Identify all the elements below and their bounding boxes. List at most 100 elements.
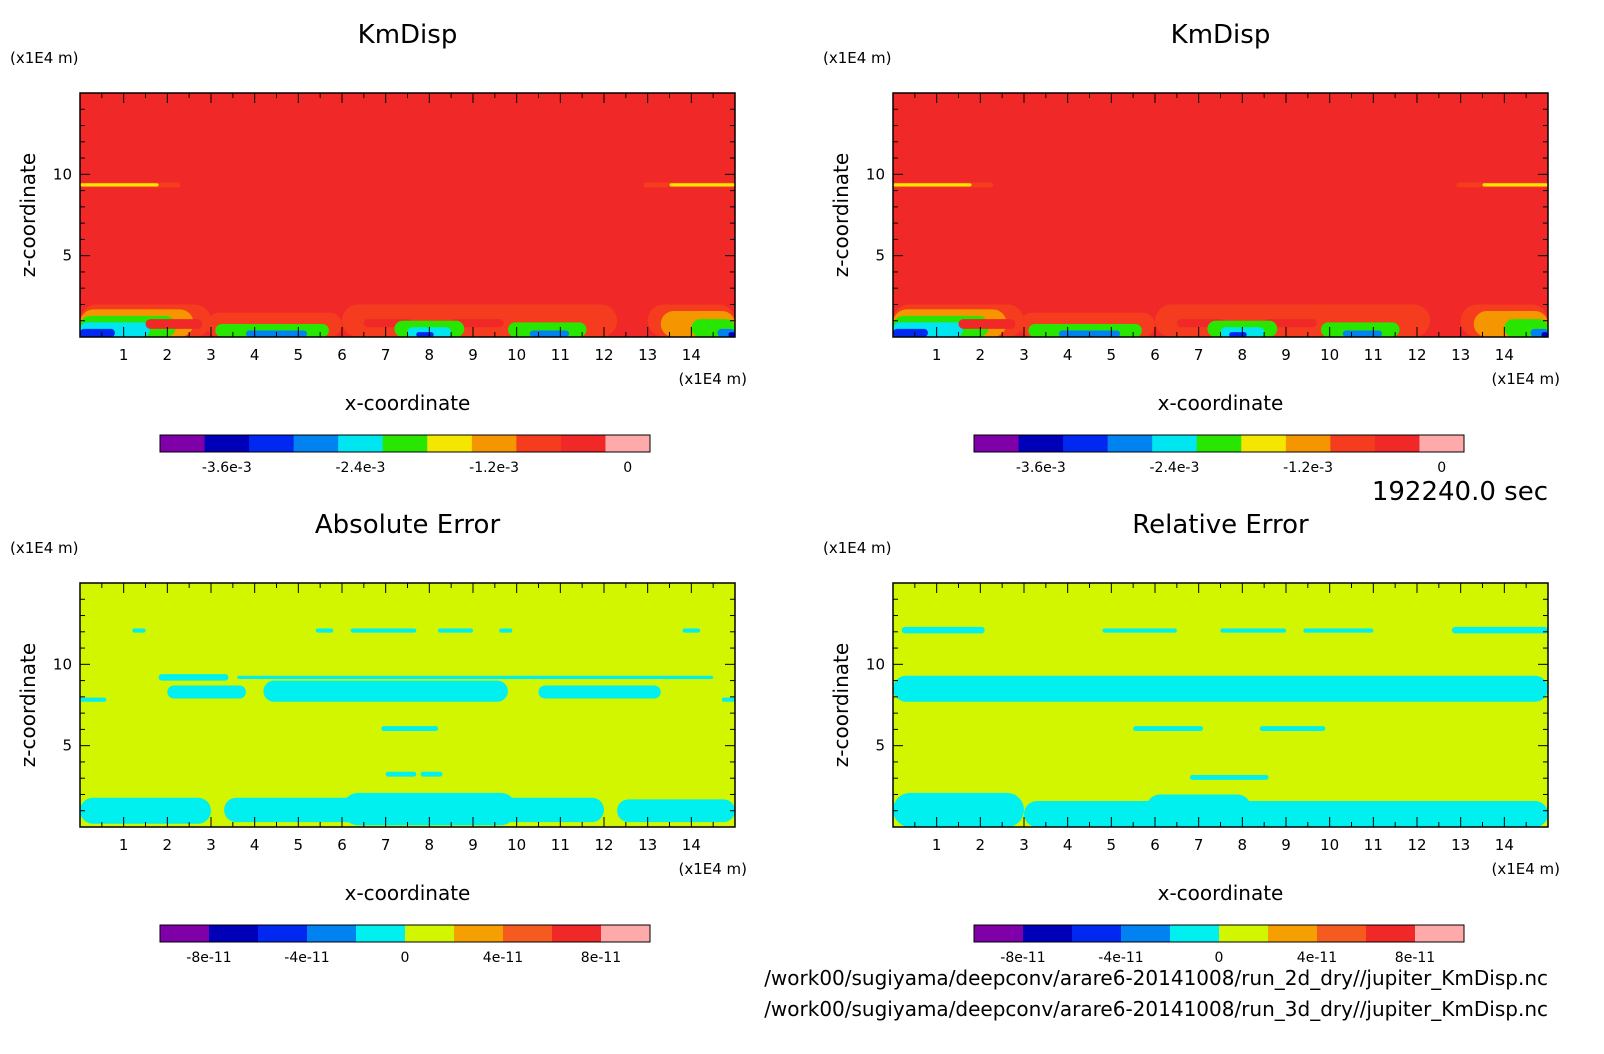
colorbar-swatch [1219, 925, 1269, 942]
x-tick-label: 12 [1407, 346, 1426, 364]
y-tick-label: 5 [62, 737, 72, 755]
x-tick-label: 1 [932, 836, 942, 854]
x-tick-label: 11 [551, 346, 570, 364]
x-tick-label: 5 [294, 346, 304, 364]
x-tick-label: 14 [1495, 346, 1514, 364]
colorbar-swatch [1107, 435, 1153, 452]
colorbar-swatch [454, 925, 504, 942]
x-tick-label: 2 [163, 836, 173, 854]
x-tick-label: 9 [1281, 836, 1291, 854]
file-path-2: /work00/sugiyama/deepconv/arare6-2014100… [764, 997, 1548, 1021]
chart-title: KmDisp [1171, 20, 1271, 50]
x-tick-label: 8 [1238, 346, 1248, 364]
colorbar-swatch [293, 435, 339, 452]
x-tick-label: 9 [1281, 346, 1291, 364]
contour-region [1451, 626, 1548, 634]
y-tick-label: 5 [875, 247, 885, 265]
contour-region [381, 726, 439, 732]
contour-region [529, 330, 570, 337]
colorbar-swatch [471, 435, 517, 452]
colorbar-swatch [1241, 435, 1287, 452]
y-axis-label: z-coordinate [16, 643, 40, 767]
x-tick-label: 12 [594, 346, 613, 364]
contour-region [80, 697, 107, 702]
x-tick-label: 10 [507, 836, 526, 854]
colorbar-swatch [560, 435, 606, 452]
x-tick-label: 6 [337, 346, 347, 364]
x-tick-label: 7 [1194, 346, 1204, 364]
x-axis-label: x-coordinate [345, 881, 471, 905]
colorbar-label: -8e-11 [1000, 950, 1045, 966]
colorbar-frame [973, 434, 1465, 453]
colorbar-swatch [1196, 435, 1242, 452]
contour-region [385, 771, 417, 777]
colorbar-swatch [552, 925, 602, 942]
y-tick-label: 10 [53, 165, 72, 183]
x-tick-label: 3 [1019, 836, 1029, 854]
contour-region [350, 628, 417, 633]
colorbar-frame [159, 434, 651, 453]
x-tick-label: 2 [976, 346, 986, 364]
y-tick-label: 5 [62, 247, 72, 265]
colorbar-swatch [1330, 435, 1376, 452]
contour-region [538, 685, 661, 699]
colorbar-label: -2.4e-3 [336, 460, 386, 476]
chart-title: Absolute Error [315, 510, 501, 540]
chart-panel-1: KmDisp(x1E4 m)1 2 3 4 5 6 7 8 9 10 11 12 13 14510(x1E… [10, 20, 747, 476]
contour-region [263, 680, 508, 702]
x-tick-label: 7 [1194, 836, 1204, 854]
x-axis-label: x-coordinate [1158, 881, 1284, 905]
x-tick-label: 3 [1019, 346, 1029, 364]
x-tick-label: 6 [1150, 836, 1160, 854]
contour-region [1342, 330, 1383, 337]
x-tick-label: 8 [1238, 836, 1248, 854]
contour-region [80, 328, 115, 337]
colorbar-label: 0 [1437, 460, 1446, 476]
colorbar-swatch [249, 435, 295, 452]
chart-title: Relative Error [1132, 510, 1309, 540]
contour-region [617, 799, 735, 823]
x-tick-label: 8 [425, 346, 435, 364]
x-tick-label: 6 [1150, 346, 1160, 364]
colorbar-label: -2.4e-3 [1150, 460, 1200, 476]
x-unit-label: (x1E4 m) [678, 370, 747, 388]
x-tick-label: 13 [638, 346, 657, 364]
contour-region [494, 797, 604, 823]
contour-region [1259, 726, 1326, 732]
colorbar-swatch [1121, 925, 1171, 942]
y-tick-label: 10 [53, 655, 72, 673]
contour-region [893, 792, 1024, 827]
x-tick-label: 10 [1320, 836, 1339, 854]
x-tick-label: 14 [682, 346, 701, 364]
y-unit-label: (x1E4 m) [10, 49, 79, 67]
x-unit-label: (x1E4 m) [1491, 370, 1560, 388]
x-tick-label: 4 [1063, 346, 1073, 364]
x-tick-label: 10 [507, 346, 526, 364]
colorbar-label: -3.6e-3 [202, 460, 252, 476]
contour-field [893, 182, 1548, 337]
contour-region [1303, 628, 1374, 633]
colorbar-label: 8e-11 [581, 950, 621, 966]
contour-region [167, 685, 246, 699]
contour-region [80, 183, 159, 187]
x-tick-label: 11 [1364, 346, 1383, 364]
colorbar-swatch [1072, 925, 1122, 942]
colorbar-swatch [160, 435, 206, 452]
contour-region [1146, 794, 1252, 823]
contour-region [901, 626, 985, 634]
colorbar-label: 0 [401, 950, 410, 966]
contour-region [237, 675, 714, 679]
contour-region [1189, 774, 1269, 780]
y-axis-label: z-coordinate [829, 153, 853, 277]
colorbar-label: -4e-11 [284, 950, 329, 966]
x-tick-label: 5 [294, 836, 304, 854]
contour-region [728, 332, 735, 337]
x-tick-label: 6 [337, 836, 347, 854]
y-axis-label: z-coordinate [16, 153, 40, 277]
x-tick-label: 9 [468, 346, 478, 364]
contour-region [682, 628, 701, 633]
x-tick-label: 9 [468, 836, 478, 854]
x-tick-label: 10 [1320, 346, 1339, 364]
chart-panel-4: Relative Error(x1E4 m)1 2 3 4 5 6 7 8 9 10 11 12 13 1… [823, 510, 1560, 966]
